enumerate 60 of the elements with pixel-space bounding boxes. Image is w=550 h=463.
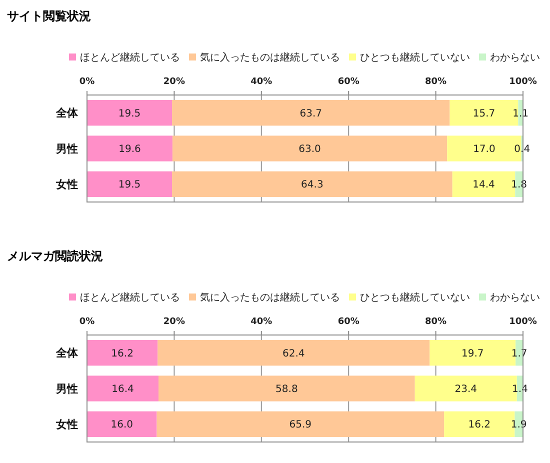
- legend-label: わからない: [490, 52, 540, 64]
- data-label: 19.5: [118, 108, 141, 120]
- legend-label: わからない: [490, 292, 540, 304]
- legend-label: ひとつも継続していない: [360, 292, 470, 304]
- data-label: 14.4: [472, 180, 495, 191]
- legend-label: ほとんど継続している: [80, 52, 180, 64]
- y-tick-label: 男性: [55, 382, 78, 396]
- bar: [158, 340, 430, 366]
- x-tick-label: 100%: [509, 77, 537, 87]
- data-label: 62.4: [282, 348, 305, 360]
- y-tick-label: 男性: [55, 142, 78, 156]
- bar: [87, 340, 158, 366]
- bar: [87, 376, 159, 402]
- data-label: 65.9: [289, 420, 312, 431]
- legend-label: 気に入ったものは継続している: [200, 292, 340, 304]
- chart-title: サイト閲覧状況: [7, 9, 91, 23]
- x-tick-label: 40%: [250, 317, 272, 327]
- legend-label: ひとつも継続していない: [360, 52, 470, 64]
- legend-label: 気に入ったものは継続している: [200, 52, 340, 64]
- bar: [156, 411, 444, 438]
- x-tick-label: 100%: [509, 317, 537, 327]
- data-label: 58.8: [276, 384, 298, 395]
- bar: [87, 411, 157, 438]
- y-tick-label: 女性: [55, 178, 78, 192]
- bar: [158, 376, 415, 402]
- x-tick-label: 20%: [163, 317, 185, 327]
- data-label: 19.5: [118, 180, 141, 191]
- bar: [87, 171, 172, 198]
- y-tick-label: 全体: [55, 106, 79, 120]
- x-tick-label: 40%: [250, 77, 272, 87]
- bar: [172, 171, 452, 198]
- data-label: 64.3: [301, 180, 324, 191]
- bar: [172, 136, 448, 162]
- bar: [172, 100, 450, 126]
- legend-label: ほとんど継続している: [80, 292, 180, 304]
- data-label: 0.4: [514, 144, 530, 155]
- data-label: 17.0: [473, 144, 496, 155]
- data-label: 16.0: [110, 420, 134, 431]
- y-tick-label: 女性: [55, 418, 78, 432]
- data-label: 63.0: [298, 144, 321, 155]
- x-tick-label: 0%: [79, 77, 95, 87]
- data-label: 19.6: [118, 144, 141, 155]
- data-label: 16.2: [111, 348, 134, 360]
- x-tick-label: 60%: [338, 77, 360, 87]
- data-label: 16.4: [112, 384, 134, 395]
- x-tick-label: 20%: [163, 77, 185, 87]
- data-label: 23.4: [454, 384, 478, 395]
- x-tick-label: 80%: [425, 77, 447, 87]
- data-label: 16.2: [468, 420, 491, 431]
- data-label: 15.7: [472, 108, 496, 120]
- x-tick-label: 60%: [338, 317, 360, 327]
- x-tick-label: 0%: [79, 317, 95, 327]
- data-label: 19.7: [462, 348, 484, 360]
- data-label: 1.1: [512, 108, 529, 120]
- y-tick-label: 全体: [55, 346, 79, 360]
- chart-title: メルマガ閲読状況: [7, 249, 103, 263]
- data-label: 63.7: [300, 108, 322, 120]
- bar: [87, 136, 172, 162]
- bar: [87, 100, 172, 126]
- x-tick-label: 80%: [425, 317, 447, 327]
